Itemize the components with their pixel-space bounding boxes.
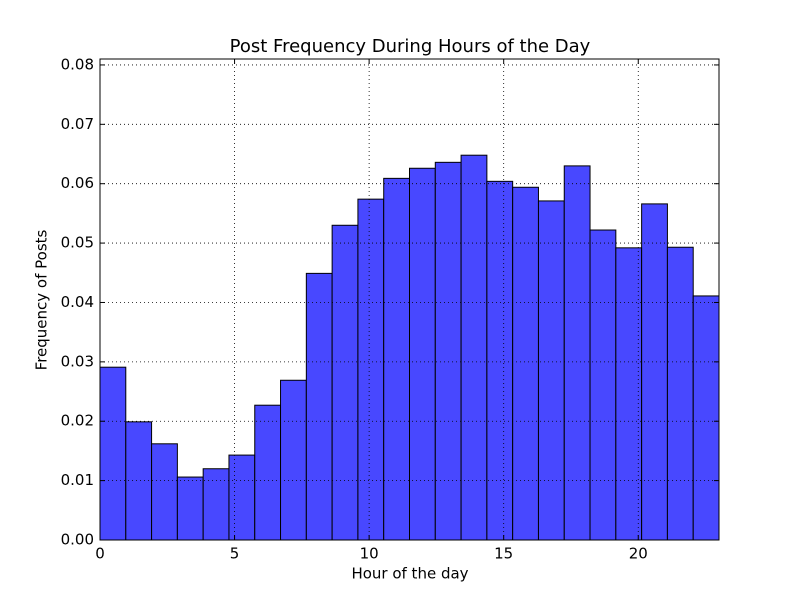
bar xyxy=(666,246,694,541)
bar xyxy=(125,421,153,541)
bar xyxy=(537,200,565,541)
bar xyxy=(357,198,385,541)
bar xyxy=(486,180,514,541)
bars xyxy=(99,154,720,541)
bar xyxy=(460,154,488,541)
bar xyxy=(615,247,643,541)
bar xyxy=(202,468,230,541)
bar xyxy=(305,272,333,541)
x-tick-label: 15 xyxy=(494,545,513,563)
y-tick-label: 0.02 xyxy=(61,412,94,430)
bar xyxy=(512,186,539,541)
bar xyxy=(589,229,617,541)
y-tick-label: 0.01 xyxy=(61,471,94,489)
x-tick-label: 10 xyxy=(360,545,379,563)
bar xyxy=(434,161,462,541)
x-tick-label: 20 xyxy=(629,545,648,563)
bar xyxy=(151,443,178,541)
y-tick-label: 0.06 xyxy=(61,174,94,192)
plot-frame xyxy=(99,58,720,541)
bar xyxy=(228,454,256,541)
bar xyxy=(692,295,720,541)
bar xyxy=(383,177,410,541)
bar xyxy=(641,203,668,541)
y-tick-label: 0.08 xyxy=(61,55,94,73)
bar xyxy=(176,476,204,541)
bar xyxy=(331,224,359,541)
bar xyxy=(280,379,307,541)
y-tick-label: 0.00 xyxy=(61,531,94,549)
y-tick-label: 0.04 xyxy=(61,293,94,311)
x-axis-label: Hour of the day xyxy=(351,565,468,583)
y-tick-label: 0.05 xyxy=(61,234,94,252)
chart-title: Post Frequency During Hours of the Day xyxy=(230,36,591,57)
y-tick-label: 0.03 xyxy=(61,352,94,370)
x-tick-label: 5 xyxy=(230,545,240,563)
bar xyxy=(99,366,127,541)
y-tick-label: 0.07 xyxy=(61,115,94,133)
x-tick-label: 0 xyxy=(95,545,105,563)
y-axis-label: Frequency of Posts xyxy=(33,229,51,370)
bar xyxy=(563,165,591,541)
bar xyxy=(254,404,282,541)
bar xyxy=(409,167,436,541)
